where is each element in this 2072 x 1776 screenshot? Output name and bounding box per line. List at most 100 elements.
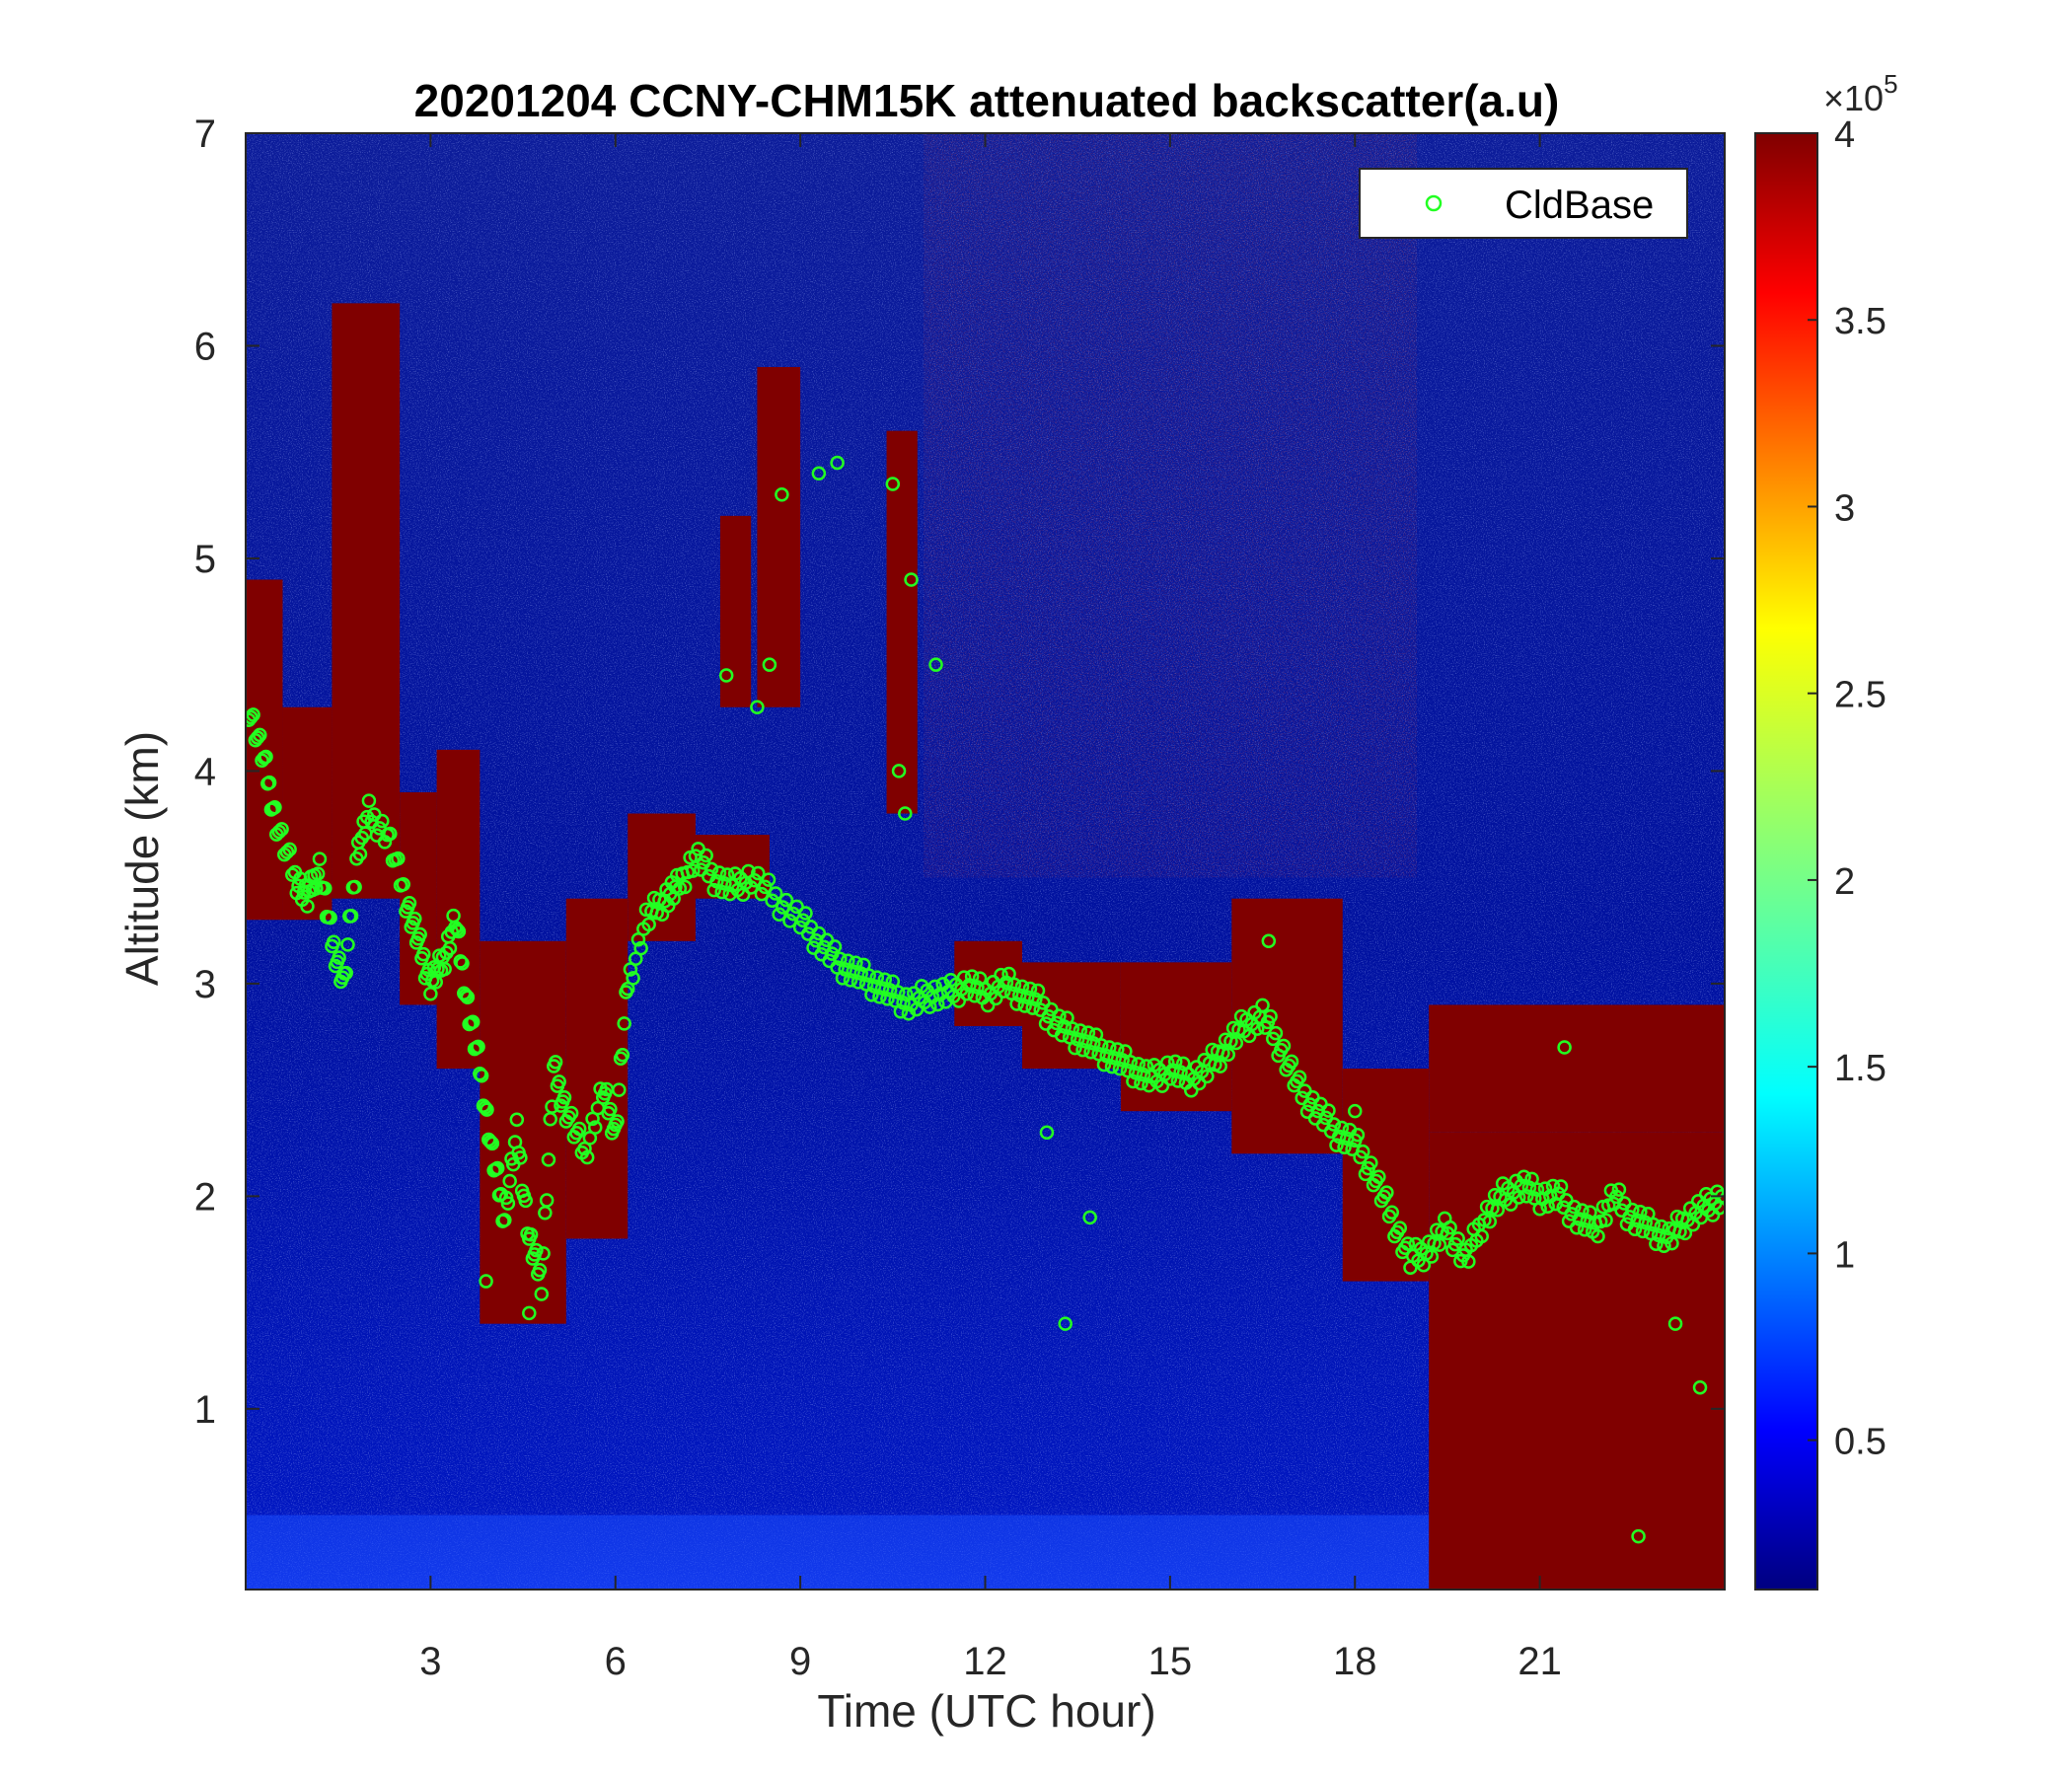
cloud-base-point — [1598, 1213, 1613, 1227]
cloud-base-point — [279, 845, 295, 859]
cloud-base-point — [633, 940, 648, 956]
y-tick-label: 1 — [194, 1388, 216, 1432]
plot-area — [246, 133, 1725, 1590]
cloud-base-point — [449, 922, 465, 937]
colorbar-tick-label: 1.5 — [1834, 1048, 1887, 1089]
cloud-base-point — [1350, 1127, 1366, 1143]
cloud-base-point — [340, 937, 355, 952]
colorbar-tick-label: 2.5 — [1834, 675, 1887, 716]
cloud-base-point — [827, 939, 843, 954]
colorbar-ticks: 0.5 1 1.5 2 2.5 3 3.5 4 — [1808, 114, 1887, 1463]
cloud-base-point — [323, 910, 337, 925]
cloud-base-point — [271, 824, 287, 840]
cloud-base-point — [641, 917, 656, 932]
cloud-base-point — [479, 1274, 493, 1289]
cloud-base-point — [460, 990, 476, 1004]
cloud-base-point — [428, 975, 443, 990]
cloud-base-point — [775, 487, 789, 502]
cloud-base-point — [772, 907, 786, 922]
cloud-base-point — [375, 813, 390, 829]
cloud-layer — [757, 367, 801, 707]
cloud-base-point — [1356, 1144, 1370, 1159]
cloud-base-point — [402, 896, 417, 911]
x-tick-label: 15 — [1148, 1640, 1193, 1683]
cloud-base-point — [1009, 997, 1024, 1011]
cloud-base-point — [1112, 1061, 1128, 1076]
cloud-base-point — [722, 886, 737, 902]
cloud-base-point — [255, 753, 269, 768]
cloud-base-point — [1392, 1221, 1408, 1235]
cloud-base-point — [830, 455, 845, 471]
cloud-base-point — [457, 986, 472, 1000]
cloud-base-point — [412, 926, 427, 942]
cloud-base-point — [706, 882, 721, 898]
cloud-base-point — [518, 1193, 533, 1209]
cloud-base-point — [250, 730, 265, 745]
cloud-base-point — [778, 892, 794, 908]
cloud-base-point — [1030, 983, 1046, 999]
cloud-base-point — [489, 1160, 505, 1176]
cloud-base-point — [1170, 1073, 1186, 1088]
cloud-base-point — [1162, 1072, 1178, 1086]
x-tick-label: 12 — [963, 1640, 1007, 1683]
cloud-base-point — [484, 1136, 500, 1151]
cloud-base-point — [556, 1090, 572, 1105]
cloud-base-point — [1474, 1228, 1489, 1244]
cloud-base-point — [1450, 1231, 1465, 1246]
cloud-base-point — [1083, 1044, 1098, 1060]
colorbar-gradient — [1754, 132, 1818, 1591]
cloud-base-point — [274, 822, 289, 837]
cloud-base-point — [548, 1055, 563, 1070]
legend-marker-circle — [1425, 194, 1443, 212]
cloud-base-point — [1424, 1249, 1440, 1264]
cloud-base-point — [1292, 1070, 1307, 1084]
colorbar-tick-label: 3 — [1834, 487, 1855, 529]
y-tick-label: 5 — [194, 538, 216, 581]
high-aerosol-region — [924, 133, 1417, 878]
cloud-base-point — [928, 657, 943, 672]
cloud-base-point — [1569, 1221, 1585, 1235]
x-tick-label: 6 — [605, 1640, 627, 1683]
cloud-base-point — [246, 709, 259, 725]
cloud-base-point — [1276, 1038, 1292, 1054]
x-tick-label: 21 — [1517, 1640, 1562, 1683]
cloud-base-point — [1631, 1528, 1646, 1544]
cloud-base-point — [1677, 1225, 1693, 1241]
x-axis-label: Time (UTC hour) — [817, 1685, 1155, 1737]
cloud-base-point — [1126, 1073, 1141, 1089]
cloud-base-point — [677, 879, 693, 895]
cloud-base-point — [612, 1082, 627, 1097]
cloud-base-point — [1364, 1155, 1378, 1170]
cloud-base-point — [776, 900, 790, 915]
cloud-base-point — [1082, 1210, 1097, 1225]
cloud-base-point — [782, 914, 797, 928]
cloud-base-point — [768, 886, 783, 901]
cloud-base-point — [310, 866, 326, 881]
colorbar: 0.5 1 1.5 2 2.5 3 3.5 4 ×105 — [1754, 69, 1898, 1591]
cloud-base-point — [1518, 1189, 1534, 1204]
cloud-base-point — [465, 1014, 481, 1030]
cloud-base-point — [522, 1305, 537, 1321]
cloud-base-point — [309, 881, 324, 896]
cloud-base-point — [326, 934, 341, 950]
cloud-base-point — [1379, 1185, 1394, 1200]
cloud-base-point — [1400, 1236, 1416, 1251]
y-axis-label: Altitude (km) — [116, 731, 168, 986]
cloud-base-point — [1432, 1237, 1447, 1252]
y-tick-label: 7 — [194, 112, 216, 156]
cloud-base-point — [959, 986, 975, 1001]
cloud-base-point — [703, 861, 719, 877]
cloud-base-point — [898, 806, 913, 821]
cloud-base-point — [513, 1150, 528, 1165]
cloud-base-point — [1200, 1069, 1215, 1084]
y-tick-label: 6 — [194, 325, 216, 368]
x-tick-label: 9 — [789, 1640, 811, 1683]
cloud-base-point — [747, 872, 762, 888]
cloud-base-point — [751, 865, 766, 881]
cloud-base-point — [718, 668, 734, 683]
cloud-base-point — [1611, 1182, 1627, 1197]
cloud-base-point — [1692, 1380, 1708, 1395]
colorbar-tick-label: 0.5 — [1834, 1422, 1887, 1463]
cloud-layer — [332, 303, 401, 899]
